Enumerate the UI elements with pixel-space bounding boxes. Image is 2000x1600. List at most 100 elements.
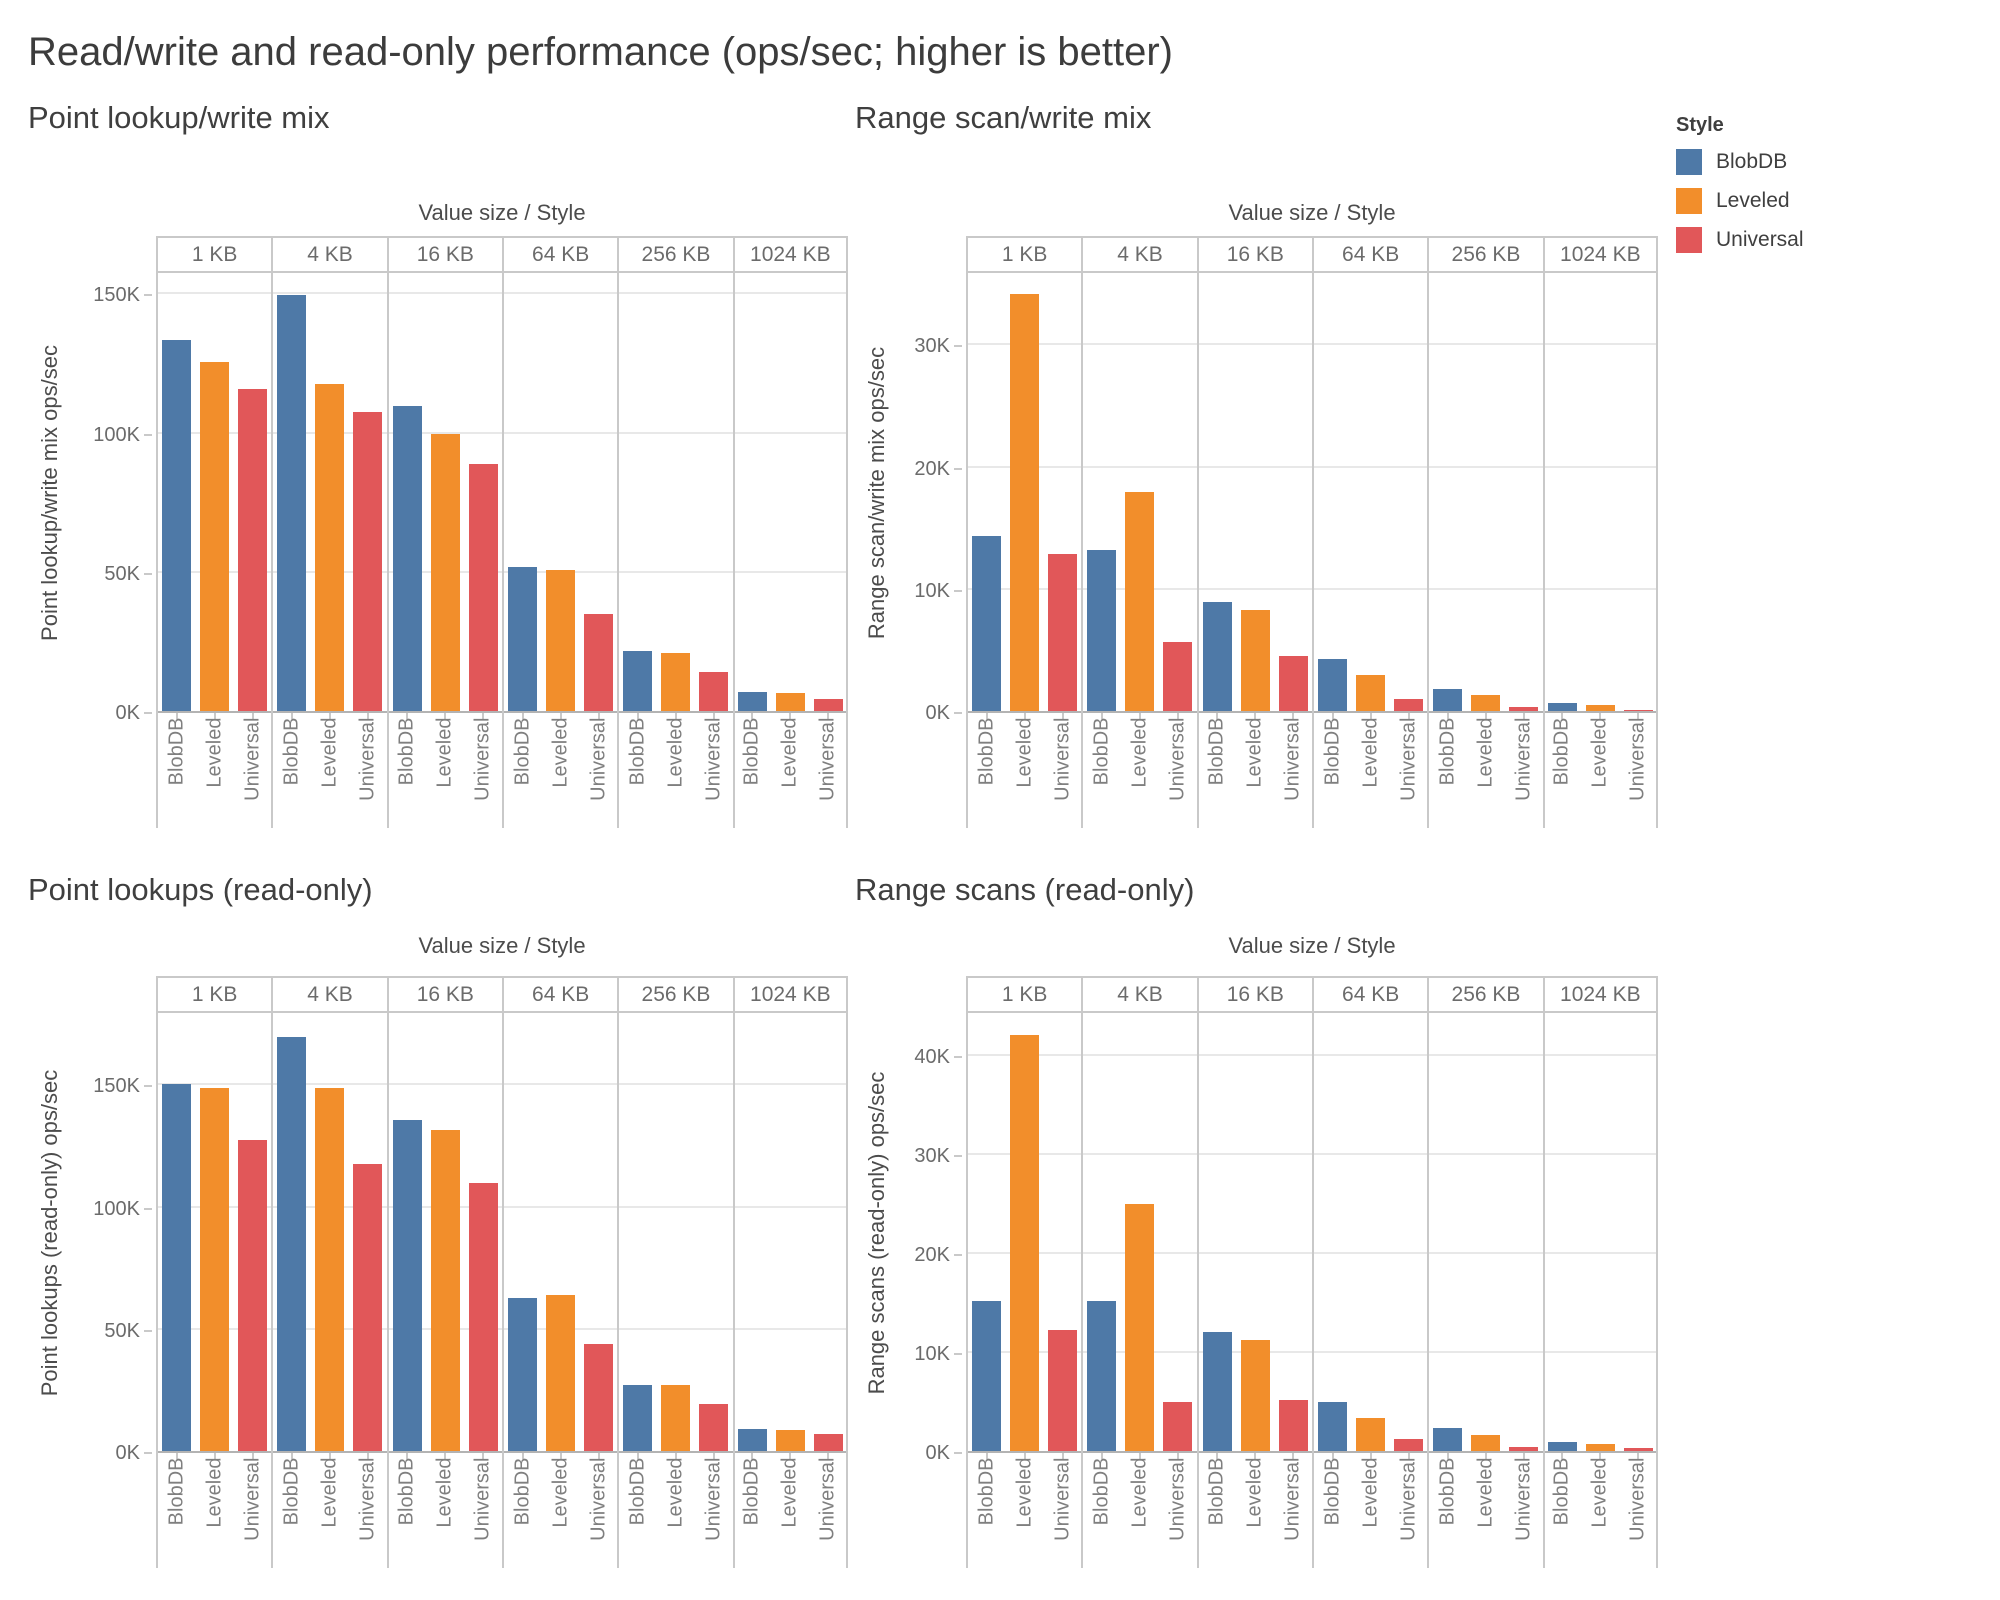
bar-leveled-64-kb[interactable]: [546, 1295, 576, 1451]
bar-universal-64-kb[interactable]: [584, 1343, 614, 1451]
bar-leveled-1-kb[interactable]: [200, 1088, 230, 1451]
gridline: [619, 431, 733, 434]
bar-blobdb-1024-kb[interactable]: [1547, 1442, 1577, 1451]
legend-swatch-blobdb[interactable]: [1676, 149, 1702, 175]
bar-leveled-16-kb[interactable]: [1240, 610, 1270, 711]
bar-leveled-1024-kb[interactable]: [1585, 1444, 1615, 1451]
bar-blobdb-256-kb[interactable]: [1433, 1428, 1463, 1451]
bar-universal-256-kb[interactable]: [1509, 707, 1539, 711]
bar-leveled-256-kb[interactable]: [1471, 1435, 1501, 1451]
bar-universal-64-kb[interactable]: [584, 613, 614, 711]
bar-universal-1024-kb[interactable]: [813, 1433, 843, 1451]
value-size-group-64-kb: 64 KB BlobDB Leveled Universal: [501, 976, 618, 1568]
bar-blobdb-1-kb[interactable]: [972, 1301, 1002, 1451]
bar-universal-1024-kb[interactable]: [1623, 709, 1653, 711]
bar-leveled-1-kb[interactable]: [1010, 1034, 1040, 1451]
bar-blobdb-64-kb[interactable]: [1318, 1401, 1348, 1451]
bar-universal-1-kb[interactable]: [1048, 1329, 1078, 1451]
bar-universal-1-kb[interactable]: [1048, 554, 1078, 711]
bar-leveled-1024-kb[interactable]: [775, 692, 805, 711]
bar-blobdb-256-kb[interactable]: [623, 651, 653, 711]
y-tick-mark: [954, 467, 962, 470]
x-tick-mark: [213, 1453, 216, 1459]
bar-universal-256-kb[interactable]: [699, 672, 729, 711]
bar-blobdb-4-kb[interactable]: [1087, 550, 1117, 711]
bar-leveled-256-kb[interactable]: [661, 652, 691, 711]
y-tick-mark: [954, 1452, 962, 1454]
bar-leveled-64-kb[interactable]: [1356, 1418, 1386, 1451]
value-size-group-64-kb: 64 KB BlobDB Leveled Universal: [1311, 976, 1428, 1568]
x-tick-mark: [444, 713, 447, 719]
bar-universal-4-kb[interactable]: [353, 411, 383, 711]
bar-leveled-4-kb[interactable]: [1125, 492, 1155, 711]
value-size-group-4-kb: 4 KB BlobDB Leveled Universal: [1081, 976, 1197, 1568]
bar-universal-1-kb[interactable]: [238, 389, 268, 711]
bar-universal-64-kb[interactable]: [1394, 698, 1424, 711]
bar-leveled-4-kb[interactable]: [1125, 1204, 1155, 1451]
plot-cell: [734, 273, 846, 713]
plot-cell: [388, 1013, 502, 1453]
bar-blobdb-256-kb[interactable]: [1433, 689, 1463, 711]
bar-leveled-1024-kb[interactable]: [1585, 704, 1615, 711]
bar-blobdb-64-kb[interactable]: [1318, 658, 1348, 711]
bar-leveled-1-kb[interactable]: [200, 361, 230, 711]
legend-swatch-universal[interactable]: [1676, 227, 1702, 253]
bar-leveled-4-kb[interactable]: [315, 383, 345, 711]
legend-item-blobdb[interactable]: BlobDB: [1676, 149, 1804, 175]
bar-universal-4-kb[interactable]: [1163, 641, 1193, 711]
bar-universal-1024-kb[interactable]: [1623, 1448, 1653, 1451]
bar-blobdb-16-kb[interactable]: [392, 406, 422, 711]
bar-leveled-256-kb[interactable]: [1471, 695, 1501, 711]
bar-leveled-256-kb[interactable]: [661, 1385, 691, 1451]
bar-blobdb-1-kb[interactable]: [162, 339, 192, 711]
bar-blobdb-4-kb[interactable]: [277, 295, 307, 711]
bar-leveled-16-kb[interactable]: [1240, 1339, 1270, 1451]
bar-blobdb-64-kb[interactable]: [508, 1297, 538, 1451]
bar-blobdb-16-kb[interactable]: [1202, 1331, 1232, 1451]
bar-blobdb-64-kb[interactable]: [508, 566, 538, 711]
bar-blobdb-4-kb[interactable]: [277, 1037, 307, 1451]
bar-blobdb-1024-kb[interactable]: [737, 691, 767, 711]
bar-universal-256-kb[interactable]: [1509, 1446, 1539, 1451]
bar-blobdb-16-kb[interactable]: [392, 1120, 422, 1451]
legend-swatch-leveled[interactable]: [1676, 188, 1702, 214]
bar-leveled-64-kb[interactable]: [1356, 674, 1386, 711]
legend-item-universal[interactable]: Universal: [1676, 227, 1804, 253]
plot-cell: [503, 273, 618, 713]
column-header-256-kb: 256 KB: [619, 976, 733, 1013]
bar-universal-1024-kb[interactable]: [813, 698, 843, 711]
bar-universal-256-kb[interactable]: [699, 1403, 729, 1451]
x-axis-labels: BlobDB Leveled Universal: [504, 1453, 617, 1568]
bar-blobdb-256-kb[interactable]: [623, 1385, 653, 1451]
bar-universal-4-kb[interactable]: [353, 1163, 383, 1451]
bar-universal-16-kb[interactable]: [1278, 1399, 1308, 1451]
bar-universal-16-kb[interactable]: [468, 1183, 498, 1451]
bar-leveled-1024-kb[interactable]: [775, 1430, 805, 1451]
x-tick-label-leveled: Leveled: [546, 713, 575, 828]
bar-leveled-16-kb[interactable]: [430, 1129, 460, 1451]
bar-leveled-4-kb[interactable]: [315, 1088, 345, 1451]
bar-blobdb-4-kb[interactable]: [1087, 1301, 1117, 1451]
bar-universal-4-kb[interactable]: [1163, 1401, 1193, 1451]
legend-item-leveled[interactable]: Leveled: [1676, 188, 1804, 214]
gridline: [1198, 587, 1312, 590]
bar-blobdb-1-kb[interactable]: [972, 535, 1002, 711]
bar-universal-64-kb[interactable]: [1394, 1439, 1424, 1451]
gridline: [734, 1083, 846, 1086]
bar-blobdb-16-kb[interactable]: [1202, 601, 1232, 711]
x-tick-label-blobdb: BlobDB: [162, 713, 191, 828]
bar-universal-1-kb[interactable]: [238, 1139, 268, 1451]
value-size-group-4-kb: 4 KB BlobDB Leveled Universal: [1081, 236, 1197, 828]
x-tick-mark: [597, 1453, 600, 1459]
bar-leveled-64-kb[interactable]: [546, 569, 576, 711]
x-tick-label-blobdb: BlobDB: [508, 713, 537, 828]
bar-leveled-16-kb[interactable]: [430, 433, 460, 711]
bar-universal-16-kb[interactable]: [1278, 656, 1308, 711]
bar-blobdb-1-kb[interactable]: [162, 1083, 192, 1451]
bar-blobdb-1024-kb[interactable]: [737, 1429, 767, 1451]
bar-universal-16-kb[interactable]: [468, 464, 498, 711]
bar-blobdb-1024-kb[interactable]: [1547, 703, 1577, 711]
column-header-64-kb: 64 KB: [1313, 236, 1428, 273]
bar-leveled-1-kb[interactable]: [1010, 293, 1040, 711]
x-tick-mark: [712, 713, 715, 719]
